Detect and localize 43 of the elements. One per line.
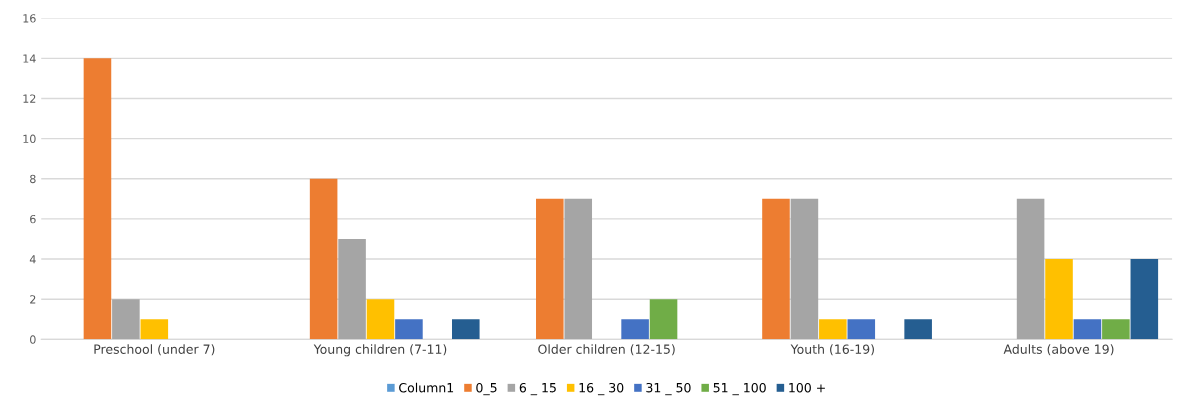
bar xyxy=(112,299,140,340)
bar xyxy=(452,319,480,340)
bar xyxy=(847,319,876,340)
bar xyxy=(536,198,564,340)
y-tick-label: 8 xyxy=(30,174,36,184)
legend-label: 0_5 xyxy=(476,382,497,396)
y-tick-label: 6 xyxy=(30,214,36,224)
x-tick-label: Preschool (under 7) xyxy=(94,344,215,356)
bar xyxy=(1130,259,1159,340)
bar xyxy=(309,178,338,340)
bar xyxy=(762,198,790,340)
y-tick-label: 0 xyxy=(30,335,36,344)
bar xyxy=(1073,319,1102,340)
y-tick-label: 16 xyxy=(23,14,36,23)
y-tick-label: 12 xyxy=(23,94,36,103)
y-tick-label: 2 xyxy=(30,295,36,304)
bar xyxy=(366,299,395,340)
bar xyxy=(564,198,593,340)
x-tick-label: Older children (12-15) xyxy=(538,344,675,356)
x-tick-label: Adults (above 19) xyxy=(1003,344,1114,356)
legend-label: 51 _ 100 xyxy=(713,382,766,396)
bar xyxy=(395,319,423,340)
y-tick-label: 10 xyxy=(23,134,36,143)
bar xyxy=(1045,259,1073,340)
bar xyxy=(790,198,819,340)
x-tick-label: Young children (7-11) xyxy=(313,344,447,357)
y-tick-label: 14 xyxy=(23,54,36,63)
bar xyxy=(904,319,932,340)
y-tick-label: 4 xyxy=(29,255,36,264)
legend-label: 31 _ 50 xyxy=(646,382,691,396)
bar xyxy=(1016,198,1045,340)
bar xyxy=(83,58,112,340)
legend-label: Column1 xyxy=(399,382,454,393)
bar xyxy=(1102,319,1130,340)
bar xyxy=(621,319,649,340)
bar xyxy=(819,319,847,340)
bar xyxy=(140,319,169,340)
legend-label: 16 _ 30 xyxy=(579,382,624,396)
x-tick-label: Youth (16-19) xyxy=(790,344,874,356)
legend-label: 6 _ 15 xyxy=(519,382,556,396)
bar xyxy=(649,299,678,340)
bar xyxy=(338,238,366,340)
legend-label: 100 + xyxy=(789,382,825,393)
